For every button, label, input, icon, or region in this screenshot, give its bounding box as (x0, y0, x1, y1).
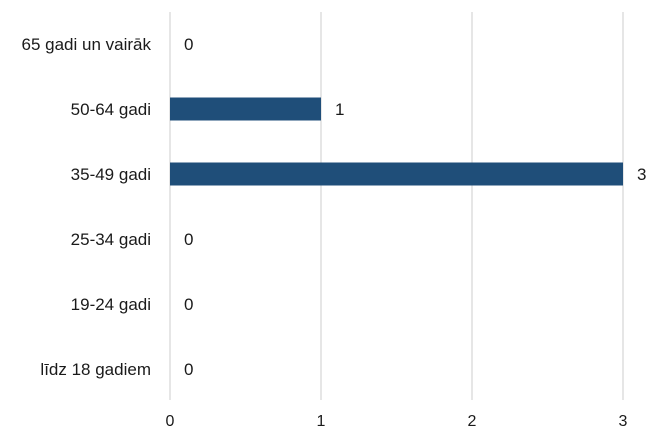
x-tick-label: 0 (166, 413, 175, 430)
label-layer: 0 1 2 3 65 gadi un vairāk 0 50-64 gadi 1 35-49 g… (22, 35, 646, 430)
x-tick-label: 3 (619, 413, 628, 430)
data-label: 3 (637, 165, 646, 184)
bar (170, 97, 321, 121)
category-label: 65 gadi un vairāk (22, 35, 152, 54)
category-label: 35-49 gadi (71, 165, 151, 184)
data-label: 0 (184, 295, 193, 314)
bar (170, 162, 623, 186)
category-label: līdz 18 gadiem (40, 360, 151, 379)
data-label: 1 (335, 100, 344, 119)
data-label: 0 (184, 230, 193, 249)
category-label: 25-34 gadi (71, 230, 151, 249)
category-label: 50-64 gadi (71, 100, 151, 119)
x-tick-label: 1 (317, 413, 326, 430)
category-label: 19-24 gadi (71, 295, 151, 314)
x-tick-label: 2 (468, 413, 477, 430)
data-label: 0 (184, 35, 193, 54)
grid-layer (169, 12, 624, 400)
bar-layer (170, 97, 623, 186)
data-label: 0 (184, 360, 193, 379)
